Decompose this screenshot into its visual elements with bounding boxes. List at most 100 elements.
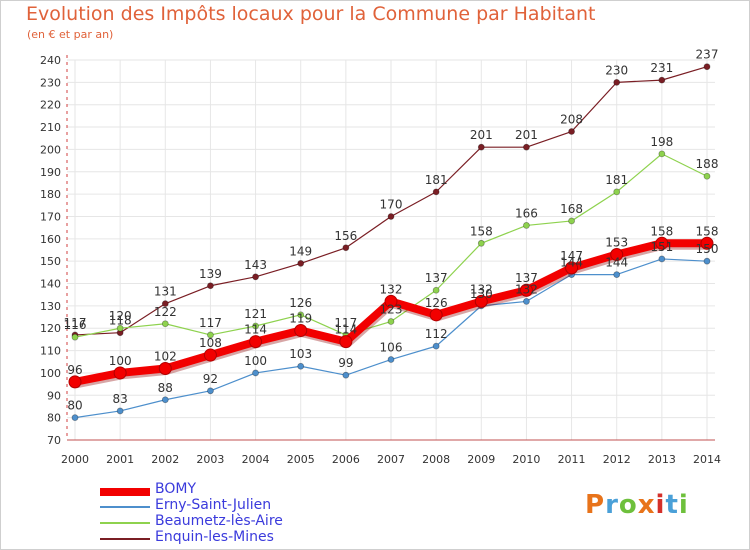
data-point: [613, 78, 621, 86]
data-point: [432, 188, 440, 196]
data-point: [523, 222, 530, 229]
data-label: 144: [605, 256, 628, 270]
data-label: 108: [199, 336, 222, 350]
x-tick-label: 2004: [242, 453, 270, 466]
data-label: 120: [109, 309, 132, 323]
data-label: 231: [650, 61, 673, 75]
data-label: 156: [334, 229, 357, 243]
data-point: [477, 143, 485, 151]
data-point: [116, 324, 124, 332]
data-label: 230: [605, 63, 628, 77]
data-point: [207, 282, 214, 290]
legend-label-beaumetz-les-aire: Beaumetz-lès-Aire: [155, 513, 283, 529]
data-label: 119: [289, 311, 312, 325]
data-label: 130: [470, 287, 493, 301]
data-label: 92: [203, 372, 218, 386]
y-tick-label: 70: [47, 434, 61, 447]
data-label: 181: [605, 173, 628, 187]
data-label: 126: [425, 296, 448, 310]
data-point: [703, 63, 711, 71]
x-tick-label: 2011: [558, 453, 586, 466]
data-label: 88: [158, 381, 173, 395]
data-label: 158: [696, 224, 719, 238]
data-point: [252, 273, 259, 281]
data-label: 143: [244, 258, 267, 272]
x-tick-label: 2014: [693, 453, 721, 466]
data-point: [703, 257, 711, 265]
data-label: 237: [696, 48, 719, 62]
brand-letter: r: [605, 490, 619, 520]
y-tick-label: 120: [40, 322, 61, 335]
data-label: 198: [650, 135, 673, 149]
y-tick-label: 200: [40, 143, 61, 156]
data-point: [297, 260, 305, 267]
data-label: 117: [64, 316, 87, 330]
y-tick-label: 100: [40, 367, 61, 380]
data-label: 117: [199, 316, 222, 330]
y-tick-label: 210: [40, 121, 61, 134]
data-point: [113, 366, 127, 380]
brand-letter: x: [637, 490, 656, 520]
data-label: 188: [696, 157, 719, 171]
x-tick-label: 2013: [648, 453, 676, 466]
brand-letter: i: [678, 490, 689, 520]
data-point: [432, 342, 440, 350]
data-label: 132: [515, 282, 538, 296]
legend-swatch-beaumetz-les-aire: [100, 522, 150, 524]
legend-swatch-bomy: [100, 488, 150, 496]
chart-subtitle: (en € et par an): [27, 28, 114, 41]
data-label: 201: [470, 128, 493, 142]
data-label: 181: [425, 173, 448, 187]
legend-label-enquin-les-mines: Enquin-les-Mines: [155, 529, 274, 545]
y-tick-label: 90: [47, 389, 61, 402]
data-point: [161, 396, 169, 404]
data-label: 168: [560, 202, 583, 216]
y-tick-label: 220: [40, 99, 61, 112]
y-tick-label: 240: [40, 54, 61, 67]
data-point: [568, 128, 575, 135]
data-point: [68, 375, 82, 389]
data-point: [342, 371, 350, 379]
data-label: 166: [515, 206, 538, 220]
data-label: 99: [338, 356, 353, 370]
data-label: 151: [650, 240, 673, 254]
brand-letter: P: [585, 490, 606, 520]
proxiti-logo: Proxiti: [585, 490, 689, 520]
x-tick-label: 2010: [512, 453, 540, 466]
data-label: 116: [64, 318, 87, 332]
data-point: [252, 369, 259, 377]
y-tick-label: 130: [40, 300, 61, 313]
data-label: 158: [650, 224, 673, 238]
data-point: [565, 261, 579, 275]
data-label: 121: [244, 307, 267, 321]
data-label: 100: [109, 354, 132, 368]
y-tick-label: 170: [40, 210, 61, 223]
data-label: 132: [470, 282, 493, 296]
data-label: 158: [470, 224, 493, 238]
y-tick-label: 190: [40, 166, 61, 179]
data-point: [655, 236, 669, 250]
y-tick-label: 230: [40, 76, 61, 89]
data-label: 106: [380, 341, 403, 355]
data-point: [703, 172, 711, 180]
data-label: 114: [244, 323, 267, 337]
data-point: [700, 236, 714, 250]
legend-label-erny-saint-julien: Erny-Saint-Julien: [155, 497, 272, 513]
data-label: 139: [199, 267, 222, 281]
data-label: 83: [113, 392, 128, 406]
data-point: [252, 322, 259, 330]
data-label: 201: [515, 128, 538, 142]
data-point: [474, 294, 488, 308]
data-label: 126: [289, 296, 312, 310]
data-point: [387, 213, 395, 220]
data-label: 103: [289, 347, 312, 361]
data-point: [384, 294, 398, 308]
data-label: 112: [425, 327, 448, 341]
data-label: 208: [560, 113, 583, 127]
brand-letter: i: [655, 490, 666, 520]
data-point: [71, 414, 79, 422]
brand-letter: t: [665, 490, 679, 520]
chart-title: Evolution des Impôts locaux pour la Comm…: [26, 3, 596, 25]
legend-label-bomy: BOMY: [155, 481, 197, 497]
data-label: 123: [380, 303, 403, 317]
